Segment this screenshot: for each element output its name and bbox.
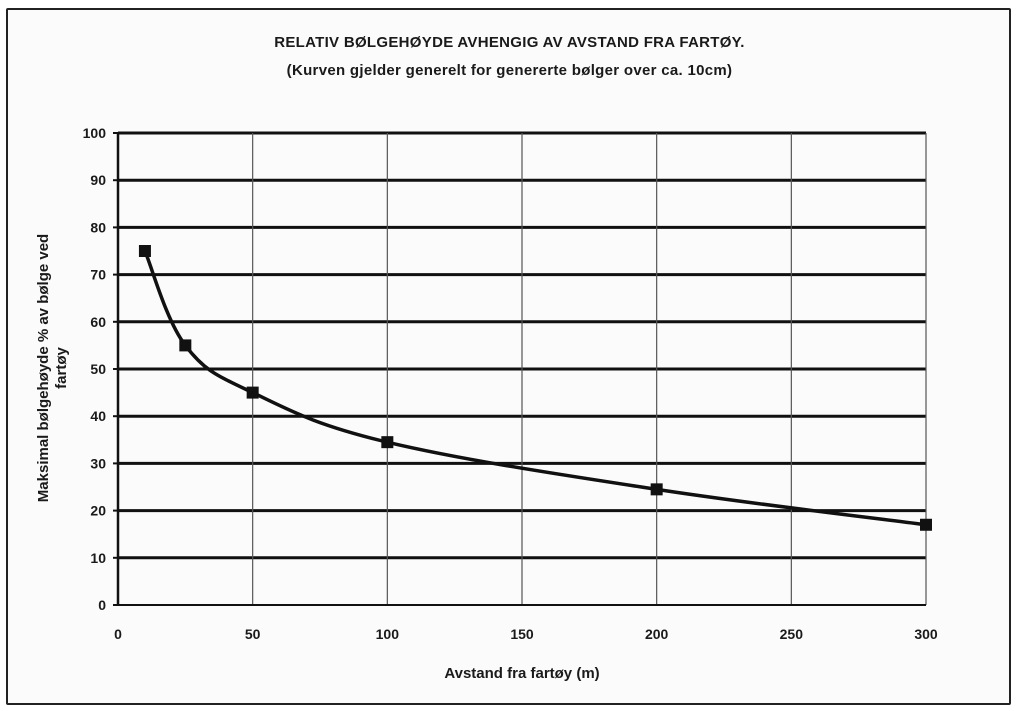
y-tick-label: 60 <box>90 314 106 330</box>
y-tick-label: 70 <box>90 267 106 283</box>
data-point-marker <box>920 518 932 531</box>
chart-subtitle: (Kurven gjelder generelt for genererte b… <box>286 62 733 79</box>
y-tick-label: 10 <box>90 550 106 566</box>
y-tick-label: 30 <box>90 455 106 471</box>
x-tick-label: 0 <box>114 626 122 642</box>
tick-labels: 0 10 20 30 40 50 60 70 80 90 100 0 50 100 150 200 250 300 <box>83 125 938 642</box>
y-tick-label: 90 <box>90 172 106 188</box>
chart-frame <box>6 8 1011 705</box>
y-tick-label: 50 <box>90 361 106 377</box>
y-tick-label: 20 <box>90 503 106 519</box>
data-point-marker <box>650 483 663 496</box>
y-tick-label: 100 <box>83 125 107 141</box>
series-line <box>143 250 927 527</box>
x-tick-label: 200 <box>645 626 669 642</box>
x-tick-label: 250 <box>780 626 804 642</box>
axes <box>113 132 926 606</box>
y-axis-label-line-2: fartøy <box>53 347 70 389</box>
x-tick-label: 150 <box>510 626 534 642</box>
data-point-marker <box>246 386 259 399</box>
data-point-marker <box>381 436 394 449</box>
x-tick-label: 100 <box>376 626 400 642</box>
x-tick-label: 50 <box>245 626 261 642</box>
y-axis-label-line-1: Maksimal bølgehøyde % av bølge ved <box>35 234 52 502</box>
x-axis-label: Avstand fra fartøy (m) <box>444 665 599 682</box>
x-tick-label: 300 <box>914 626 938 642</box>
grid <box>118 131 927 605</box>
chart-title: RELATIV BØLGEHØYDE AVHENGIG AV AVSTAND F… <box>274 34 745 51</box>
data-point-marker <box>138 245 151 257</box>
data-point-marker <box>179 339 192 352</box>
y-tick-label: 80 <box>90 219 106 235</box>
y-tick-label: 40 <box>90 408 106 424</box>
y-tick-label: 0 <box>98 597 106 613</box>
series-layer <box>138 245 932 531</box>
